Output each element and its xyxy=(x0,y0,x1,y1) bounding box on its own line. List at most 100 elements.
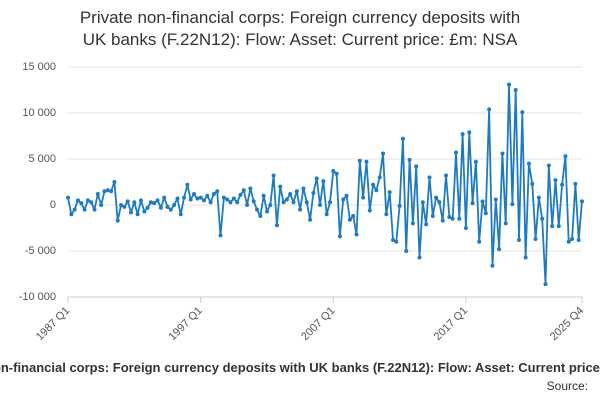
point xyxy=(218,233,223,238)
point xyxy=(361,195,366,200)
point xyxy=(543,282,548,287)
point xyxy=(434,195,439,200)
point xyxy=(404,249,409,253)
point xyxy=(460,132,465,137)
point xyxy=(354,232,359,237)
point xyxy=(331,168,336,173)
point xyxy=(198,195,203,200)
point xyxy=(271,173,276,178)
point xyxy=(556,224,561,229)
point xyxy=(523,255,528,260)
point xyxy=(125,199,130,204)
point xyxy=(148,200,153,205)
point xyxy=(453,150,458,155)
point xyxy=(268,203,273,207)
point xyxy=(152,201,157,206)
point xyxy=(407,157,412,162)
y-tick-label: 15 000 xyxy=(22,61,56,73)
point xyxy=(520,110,525,115)
point xyxy=(122,204,127,209)
point xyxy=(278,184,283,189)
point xyxy=(235,200,240,205)
point xyxy=(327,200,332,205)
point xyxy=(563,154,568,159)
point xyxy=(228,200,233,205)
point xyxy=(560,182,565,187)
point xyxy=(400,136,405,141)
point xyxy=(102,189,107,194)
point xyxy=(294,189,299,194)
point xyxy=(132,200,137,205)
point xyxy=(172,203,177,207)
source: Source: xyxy=(547,379,588,393)
point xyxy=(185,182,190,187)
point xyxy=(417,255,422,260)
point xyxy=(66,195,70,200)
point xyxy=(311,191,316,196)
point xyxy=(251,199,256,204)
point xyxy=(221,195,226,200)
point xyxy=(261,193,266,198)
y-tick-label: 10 000 xyxy=(22,107,56,119)
y-tick-label: 5 000 xyxy=(28,153,56,165)
point xyxy=(288,191,293,196)
point xyxy=(430,214,435,219)
point xyxy=(420,200,425,205)
point xyxy=(450,216,455,221)
point xyxy=(377,175,382,180)
point xyxy=(225,197,230,202)
point xyxy=(274,223,279,228)
point xyxy=(397,203,402,208)
point xyxy=(308,217,313,222)
point xyxy=(248,186,253,191)
point xyxy=(281,200,286,205)
point xyxy=(241,188,246,193)
x-tick-label: 1987 Q1 xyxy=(34,305,72,343)
point xyxy=(291,200,296,205)
point xyxy=(215,189,220,194)
point xyxy=(536,195,541,200)
point xyxy=(374,188,379,193)
point xyxy=(424,222,429,227)
point xyxy=(440,218,445,223)
x-tick-label: 1997 Q1 xyxy=(166,305,204,343)
point xyxy=(576,237,581,242)
point xyxy=(109,189,114,194)
point xyxy=(258,214,263,219)
point xyxy=(473,159,478,164)
point xyxy=(85,198,90,203)
point xyxy=(530,181,535,186)
point xyxy=(82,207,87,212)
point xyxy=(344,193,349,198)
point xyxy=(135,212,140,217)
point xyxy=(168,207,173,212)
point xyxy=(447,214,452,219)
point xyxy=(381,151,386,156)
point xyxy=(92,207,97,212)
point xyxy=(142,209,147,214)
point xyxy=(162,195,167,200)
point xyxy=(119,203,124,207)
point xyxy=(245,203,250,207)
point xyxy=(72,207,77,212)
point xyxy=(178,212,183,217)
point xyxy=(341,197,346,202)
caption: Private non-financial corps: Foreign cur… xyxy=(0,360,600,375)
x-tick-label: 2017 Q1 xyxy=(432,305,470,343)
point xyxy=(138,198,143,203)
point xyxy=(115,218,120,223)
x-tick-label: 2025 Q4 xyxy=(548,305,586,343)
point xyxy=(304,200,309,205)
point xyxy=(387,190,392,195)
point xyxy=(201,198,206,203)
point xyxy=(351,214,356,219)
point xyxy=(444,173,449,178)
y-tick-label: -10 000 xyxy=(19,291,56,303)
point xyxy=(284,197,289,202)
point xyxy=(410,221,415,226)
point xyxy=(318,203,323,207)
point xyxy=(457,216,462,221)
point xyxy=(500,151,505,156)
point xyxy=(182,195,187,200)
point xyxy=(145,205,150,210)
